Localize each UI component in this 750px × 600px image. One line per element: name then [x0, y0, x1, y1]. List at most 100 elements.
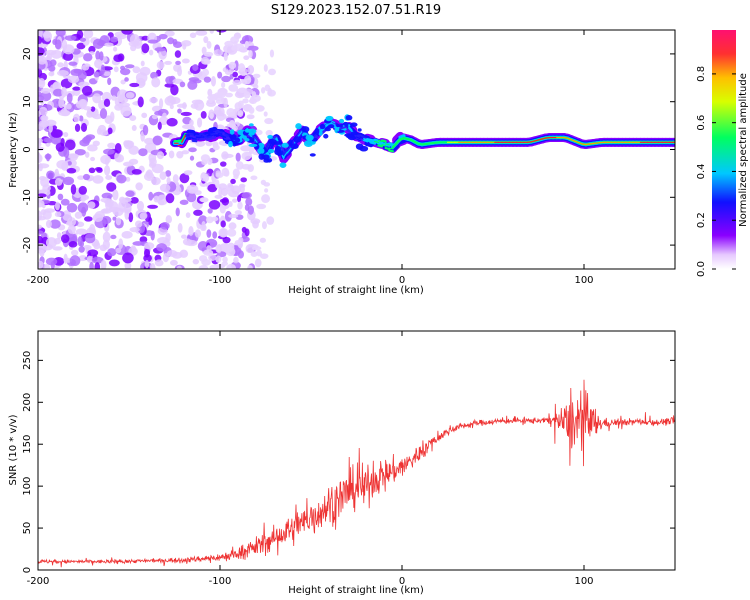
noise-blob	[43, 263, 51, 269]
noise-blob	[124, 261, 132, 269]
ridge-blob	[281, 142, 289, 148]
noise-blob	[228, 61, 237, 70]
noise-blob	[164, 30, 175, 37]
noise-blob	[207, 157, 213, 166]
noise-blob	[45, 49, 57, 56]
noise-blob	[148, 191, 154, 201]
noise-blob	[147, 39, 159, 44]
noise-blob	[64, 139, 76, 151]
noise-blob	[54, 39, 62, 50]
spectrogram-xtick-label: 0	[399, 275, 405, 286]
noise-blob	[77, 202, 89, 214]
noise-blob	[158, 33, 168, 40]
ridge-blob	[303, 140, 313, 148]
noise-blob	[66, 167, 77, 174]
noise-blob	[52, 88, 64, 97]
noise-blob	[263, 182, 271, 187]
ridge-segment	[286, 147, 292, 154]
noise-blob	[177, 108, 182, 114]
noise-blob	[81, 64, 90, 71]
ridge-segment	[363, 138, 369, 141]
noise-blob	[213, 49, 224, 57]
noise-blob	[179, 199, 189, 205]
noise-blob	[151, 114, 158, 120]
noise-blob	[79, 37, 87, 42]
snr-plot-area	[38, 331, 675, 570]
noise-blob	[135, 182, 143, 191]
noise-blob	[46, 170, 55, 180]
noise-blob	[214, 194, 223, 199]
noise-blob	[251, 246, 262, 251]
noise-blob	[234, 60, 239, 72]
colorbar-ticks: 0.0 0.2 0.4 0.6 0.8	[696, 66, 736, 277]
noise-blob	[79, 99, 88, 108]
noise-blob	[106, 182, 117, 192]
noise-blob	[78, 115, 84, 122]
noise-blob	[215, 255, 222, 263]
noise-blob	[233, 256, 239, 264]
ridge-blob	[267, 134, 273, 139]
colorbar-label: Normalized spectral amplitude	[738, 73, 749, 227]
ridge-blob	[261, 154, 270, 160]
ridge-blob	[324, 127, 331, 132]
ridge-blob	[257, 142, 265, 149]
noise-blob	[235, 152, 241, 162]
noise-blob	[114, 103, 123, 111]
noise-blob	[100, 64, 105, 75]
snr-ytick-label: 100	[22, 477, 33, 496]
ridge-blob	[307, 135, 313, 141]
spectrogram-ytick-label: -10	[22, 189, 33, 205]
noise-blob	[68, 61, 78, 66]
noise-blob	[220, 228, 227, 238]
noise-blob	[83, 135, 93, 142]
noise-blob	[195, 30, 208, 36]
noise-blob	[67, 217, 77, 227]
noise-blob	[90, 106, 96, 112]
noise-blob	[110, 234, 117, 240]
noise-blob	[100, 197, 112, 203]
noise-blob	[76, 30, 84, 40]
ridge-blob	[290, 143, 299, 150]
noise-blob	[164, 60, 173, 65]
noise-blob	[259, 253, 269, 259]
noise-blob	[93, 71, 101, 78]
ridge-segment	[362, 138, 369, 143]
noise-blob	[94, 59, 103, 69]
noise-blob	[63, 147, 70, 159]
ridge-segment	[330, 120, 336, 124]
ridge-segment	[283, 151, 288, 158]
noise-blob	[181, 58, 190, 64]
noise-blob	[219, 161, 227, 167]
snr-ytick-label: 150	[22, 435, 33, 454]
noise-blob	[119, 208, 132, 213]
noise-blob	[154, 259, 164, 267]
ridge-segment	[359, 134, 365, 139]
noise-blob	[191, 99, 204, 105]
noise-blob	[54, 178, 63, 186]
ridge-segment	[355, 136, 361, 140]
noise-blob	[169, 259, 178, 266]
noise-blob	[156, 243, 168, 252]
noise-blob	[74, 148, 86, 156]
noise-blob	[189, 155, 195, 161]
noise-blob	[221, 81, 226, 89]
ridge-blob	[279, 162, 287, 168]
noise-blob	[115, 247, 122, 254]
ridge-segment	[366, 140, 372, 143]
noise-blob	[139, 236, 148, 243]
colorbar-tick-label: 0.2	[696, 212, 707, 228]
noise-blob	[221, 197, 230, 206]
noise-blob	[74, 211, 83, 219]
noise-blob	[56, 232, 62, 240]
noise-blob	[138, 148, 148, 157]
ridge-segment	[563, 136, 569, 139]
ridge-blob	[257, 147, 265, 155]
noise-blob	[120, 102, 131, 108]
noise-blob	[107, 127, 113, 135]
spectrogram-ytick-label: 0	[22, 146, 33, 152]
noise-blob	[125, 190, 135, 197]
noise-blob	[63, 253, 68, 264]
noise-blob	[38, 163, 50, 169]
noise-blob	[158, 200, 165, 206]
noise-blob	[220, 97, 227, 104]
